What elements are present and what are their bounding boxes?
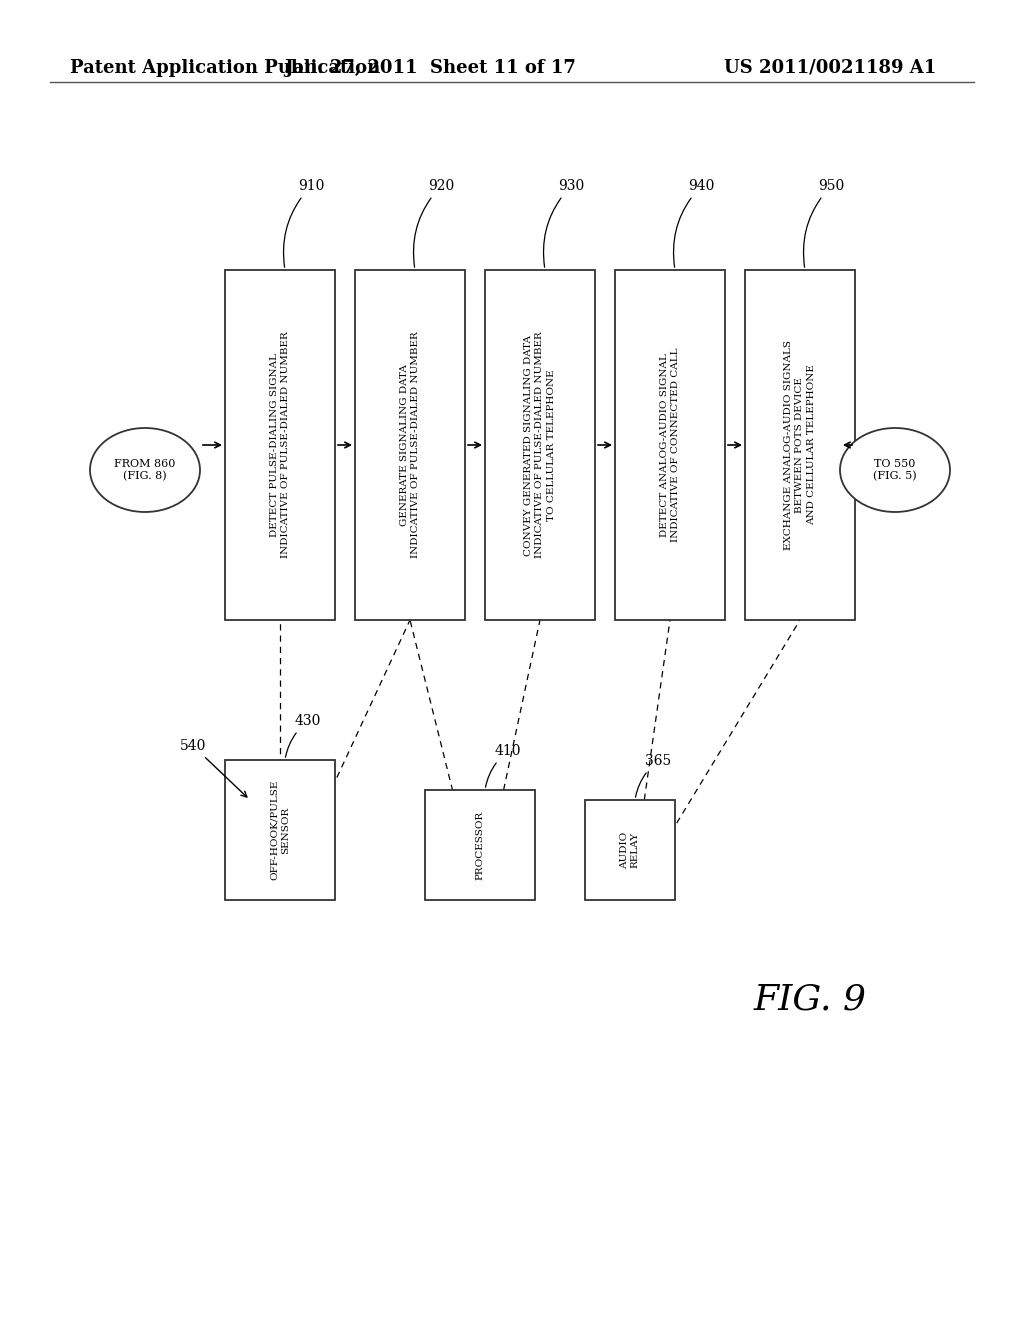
Bar: [355, 271, 465, 620]
Text: FROM 860
(FIG. 8): FROM 860 (FIG. 8): [115, 459, 176, 480]
Text: 410: 410: [485, 744, 521, 787]
Text: Patent Application Publication: Patent Application Publication: [70, 59, 380, 77]
Text: EXCHANGE ANALOG-AUDIO SIGNALS
BETWEEN POTS DEVICE
AND CELLULAR TELEPHONE: EXCHANGE ANALOG-AUDIO SIGNALS BETWEEN PO…: [784, 341, 815, 550]
Text: 910: 910: [284, 180, 325, 267]
Ellipse shape: [90, 428, 200, 512]
Text: 920: 920: [414, 180, 455, 267]
Bar: [425, 789, 535, 900]
Bar: [615, 271, 725, 620]
Bar: [485, 271, 595, 620]
Text: 950: 950: [804, 180, 844, 267]
Text: 940: 940: [674, 180, 715, 267]
Text: PROCESSOR: PROCESSOR: [475, 810, 484, 879]
Text: 540: 540: [180, 739, 247, 797]
Bar: [585, 800, 675, 900]
Text: DETECT ANALOG-AUDIO SIGNAL
INDICATIVE OF CONNECTED CALL: DETECT ANALOG-AUDIO SIGNAL INDICATIVE OF…: [659, 347, 680, 543]
Text: US 2011/0021189 A1: US 2011/0021189 A1: [724, 59, 936, 77]
Text: FIG. 9: FIG. 9: [754, 983, 866, 1016]
Text: 365: 365: [636, 754, 672, 797]
Text: Jan. 27, 2011  Sheet 11 of 17: Jan. 27, 2011 Sheet 11 of 17: [284, 59, 575, 77]
Text: DETECT PULSE-DIALING SIGNAL
INDICATIVE OF PULSE-DIALED NUMBER: DETECT PULSE-DIALING SIGNAL INDICATIVE O…: [270, 331, 290, 558]
Bar: [745, 271, 855, 620]
Text: TO 550
(FIG. 5): TO 550 (FIG. 5): [873, 459, 916, 480]
Bar: [225, 760, 335, 900]
Bar: [225, 271, 335, 620]
Text: CONVEY GENERATED SIGNALING DATA
INDICATIVE OF PULSE-DIALED NUMBER
TO CELLULAR TE: CONVEY GENERATED SIGNALING DATA INDICATI…: [524, 331, 556, 558]
Text: 930: 930: [544, 180, 585, 267]
Text: 430: 430: [286, 714, 322, 758]
Text: AUDIO
RELAY: AUDIO RELAY: [621, 832, 640, 869]
Text: OFF-HOOK/PULSE
SENSOR: OFF-HOOK/PULSE SENSOR: [270, 780, 290, 880]
Text: GENERATE SIGNALING DATA
INDICATIVE OF PULSE-DIALED NUMBER: GENERATE SIGNALING DATA INDICATIVE OF PU…: [400, 331, 420, 558]
Ellipse shape: [840, 428, 950, 512]
